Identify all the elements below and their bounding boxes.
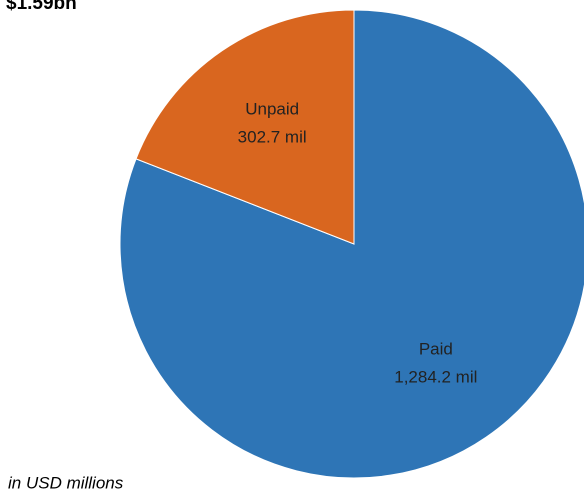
slice-value-label: 302.7 mil: [238, 128, 307, 147]
slice-label: Paid: [419, 339, 453, 358]
note: in USD millions: [8, 473, 124, 492]
slice-value-label: 1,284.2 mil: [394, 367, 477, 386]
chart-title: $1.59bn: [6, 0, 77, 14]
pie-slice: [135, 9, 355, 245]
slice-label: Unpaid: [245, 100, 299, 119]
pie-slice: [119, 9, 584, 479]
